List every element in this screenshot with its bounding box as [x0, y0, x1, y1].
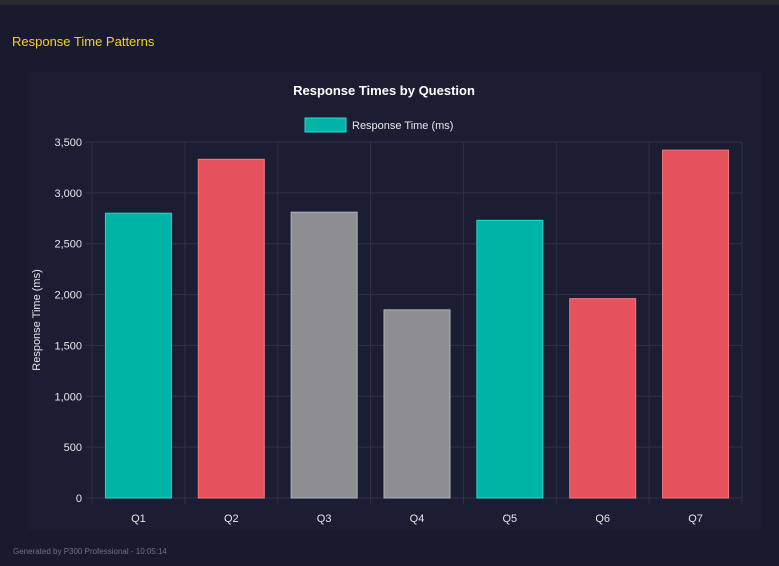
y-tick-label: 3,500 [54, 137, 82, 149]
y-tick-label: 2,500 [54, 239, 82, 251]
footer-text: Generated by P300 Professional - 10:05:1… [13, 547, 167, 556]
chart-title: Response Times by Question [293, 83, 475, 98]
x-tick-label: Q4 [410, 513, 425, 525]
bar-q5 [476, 219, 544, 499]
y-tick-label: 500 [64, 442, 82, 454]
bar-q2 [197, 158, 265, 499]
bar-q3 [290, 211, 358, 499]
y-tick-label: 3,000 [54, 188, 82, 200]
y-tick-label: 1,000 [54, 391, 82, 403]
legend-label: Response Time (ms) [352, 120, 453, 132]
x-tick-label: Q6 [595, 513, 610, 525]
top-bar [0, 0, 779, 5]
x-tick-label: Q7 [688, 513, 703, 525]
y-tick-label: 2,000 [54, 290, 82, 302]
x-tick-label: Q1 [131, 513, 146, 525]
bar-q7 [662, 149, 730, 499]
bar-q4 [383, 309, 451, 499]
legend-swatch [304, 117, 347, 133]
y-tick-label: 0 [76, 493, 82, 505]
y-axis-label: Response Time (ms) [31, 269, 43, 370]
bar-q1 [104, 212, 172, 499]
bar-q6 [569, 298, 637, 499]
section-title: Response Time Patterns [12, 34, 155, 49]
x-tick-label: Q2 [224, 513, 239, 525]
x-tick-label: Q3 [317, 513, 332, 525]
x-tick-label: Q5 [503, 513, 518, 525]
y-tick-label: 1,500 [54, 340, 82, 352]
